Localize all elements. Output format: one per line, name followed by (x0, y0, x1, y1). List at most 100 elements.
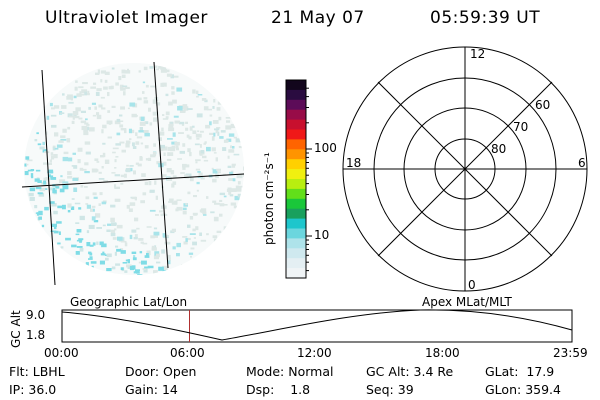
uv-pixel (200, 150, 205, 154)
uv-pixel (115, 156, 119, 158)
uv-pixel (137, 274, 143, 275)
uv-pixel (83, 131, 89, 136)
uv-pixel (91, 216, 96, 221)
uv-pixel (36, 132, 39, 135)
uv-pixel (220, 130, 226, 133)
uv-pixel (146, 253, 149, 256)
uv-pixel (38, 210, 43, 216)
uv-pixel (80, 120, 87, 124)
uv-pixel (153, 143, 156, 147)
color-bar (285, 79, 307, 279)
uv-pixel (182, 163, 187, 168)
uv-pixel (129, 102, 136, 107)
uv-pixel (124, 128, 127, 134)
uv-pixel (72, 111, 79, 116)
uv-pixel (176, 206, 183, 211)
uv-pixel (176, 147, 179, 151)
uv-pixel (29, 197, 35, 201)
uv-pixel (46, 115, 50, 120)
uv-pixel (43, 177, 48, 181)
uv-pixel (189, 216, 194, 220)
uv-pixel (139, 157, 143, 161)
uv-pixel (100, 96, 105, 99)
uv-pixel (25, 156, 30, 160)
uv-pixel (160, 66, 167, 70)
uv-pixel (233, 153, 240, 156)
uv-pixel (50, 177, 57, 180)
uv-pixel (216, 230, 222, 233)
uv-pixel (135, 162, 139, 165)
uv-pixel (155, 68, 159, 71)
color-bar-segment (286, 89, 306, 101)
color-bar-segment (286, 208, 306, 220)
uv-pixel (162, 214, 168, 216)
uv-pixel (211, 147, 216, 152)
uv-pixel (204, 141, 207, 144)
uv-pixel (51, 124, 57, 128)
uv-pixel (71, 198, 75, 200)
uv-pixel (93, 169, 99, 172)
uv-pixel (231, 163, 236, 166)
uv-pixel (114, 186, 120, 189)
uv-pixel (94, 106, 97, 110)
uv-pixel (114, 198, 121, 202)
uv-pixel (213, 238, 218, 243)
uv-pixel (65, 237, 71, 241)
geographic-caption: Geographic Lat/Lon (70, 295, 188, 309)
uv-pixel (76, 93, 82, 97)
uv-pixel (79, 91, 82, 94)
uv-pixel (129, 167, 133, 172)
color-bar-segment (286, 218, 306, 230)
uv-pixel (203, 214, 207, 216)
uv-pixel (135, 269, 140, 272)
uv-pixel (143, 268, 148, 273)
color-bar-segment (286, 109, 306, 121)
uv-pixel (51, 203, 57, 207)
uv-pixel (85, 196, 90, 200)
uv-pixel (67, 113, 73, 118)
uv-pixel (193, 237, 196, 239)
uv-pixel (230, 123, 237, 129)
uv-pixel (131, 251, 137, 254)
uv-pixel (176, 199, 182, 201)
uv-pixel (101, 243, 107, 248)
uv-pixel (82, 82, 88, 85)
uv-pixel (96, 112, 100, 116)
uv-pixel (79, 248, 84, 252)
uv-pixel (96, 241, 99, 245)
uv-pixel (179, 110, 186, 113)
uv-pixel (51, 223, 57, 227)
uv-pixel (205, 124, 211, 129)
uv-pixel (132, 142, 135, 147)
uv-pixel (178, 132, 184, 134)
uv-pixel (196, 189, 199, 192)
uv-pixel (154, 233, 158, 238)
uv-pixel (110, 217, 115, 222)
uv-pixel (233, 205, 238, 209)
uv-pixel (124, 70, 131, 74)
uv-pixel (92, 114, 97, 117)
uv-pixel (95, 72, 100, 75)
uv-pixel (120, 87, 126, 91)
uv-pixel (143, 97, 148, 100)
uv-pixel (119, 248, 124, 252)
uv-pixel (52, 187, 56, 192)
uv-pixel (72, 177, 79, 181)
uv-pixel (26, 159, 33, 162)
uv-pixel (67, 126, 71, 130)
uv-pixel (172, 175, 177, 179)
uv-pixel (110, 229, 116, 234)
status-dsp: Dsp: 1.8 (246, 382, 311, 397)
uv-pixel (136, 136, 143, 139)
uv-pixel (229, 194, 234, 197)
uv-pixel (217, 101, 224, 105)
uv-pixel (215, 129, 219, 134)
uv-pixel (176, 87, 183, 92)
status-door: Door: Open (125, 364, 197, 379)
uv-pixel (103, 86, 108, 90)
uv-pixel (74, 202, 81, 205)
uv-pixel (190, 255, 192, 258)
uv-pixel (60, 138, 67, 141)
uv-pixel (180, 172, 185, 174)
